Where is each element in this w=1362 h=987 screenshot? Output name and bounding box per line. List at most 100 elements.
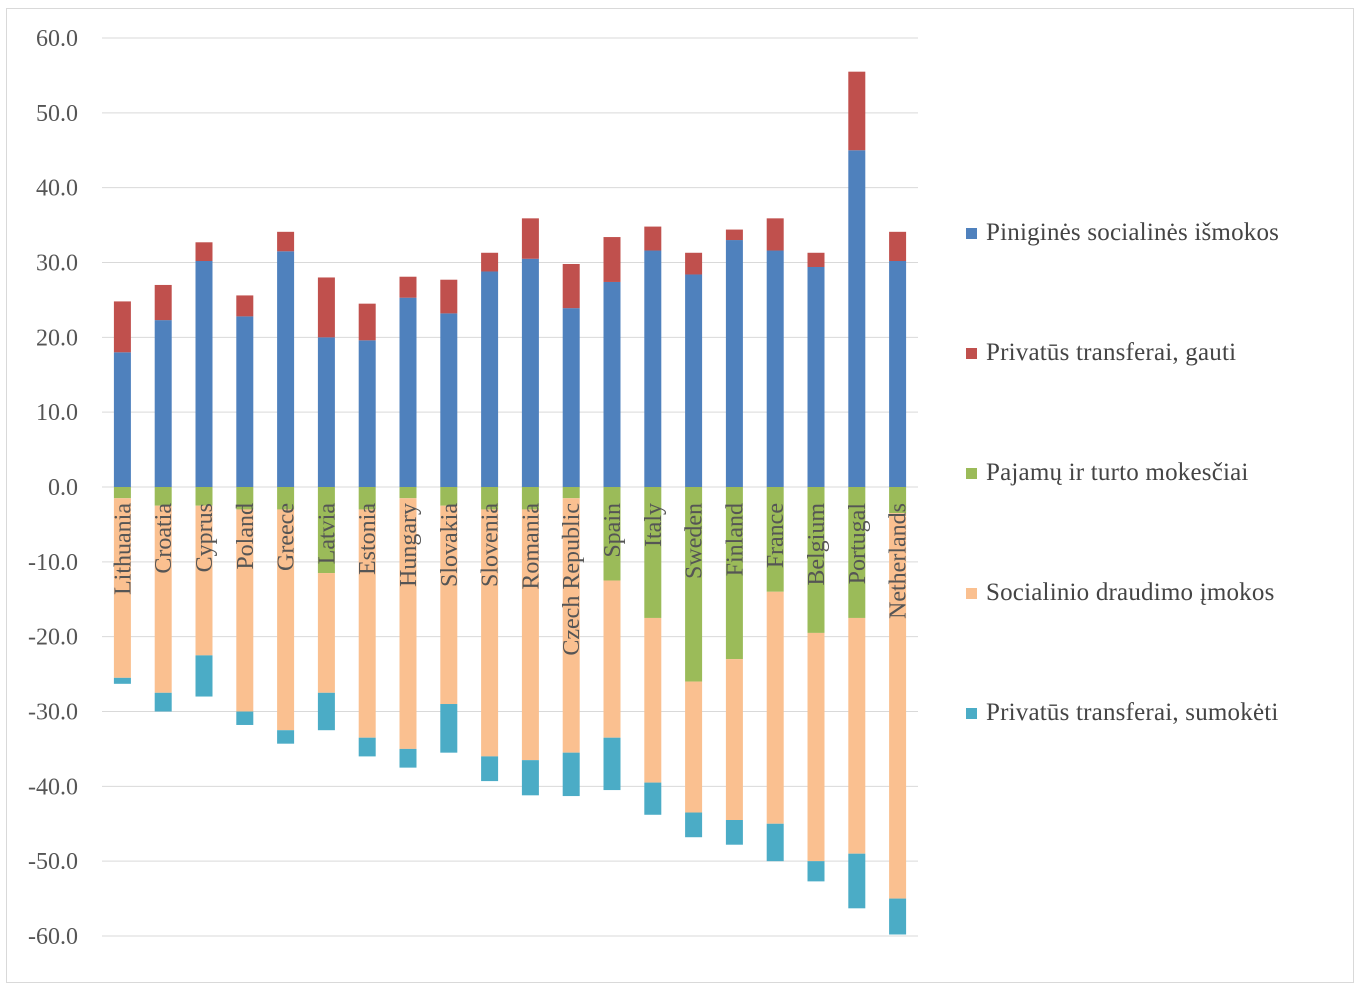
bar-segment xyxy=(685,812,703,838)
y-tick-label: -20.0 xyxy=(28,625,78,651)
bar-segment xyxy=(603,281,621,487)
legend-label: Socialinio draudimo įmokos xyxy=(986,579,1275,606)
bar-segment xyxy=(154,692,172,712)
bar-segment xyxy=(195,505,213,656)
y-tick-label: 50.0 xyxy=(36,101,78,127)
bar-segment xyxy=(562,487,580,499)
x-category-label: Sweden xyxy=(682,503,708,579)
x-category-label: Romania xyxy=(518,503,544,590)
bar-segment xyxy=(195,242,213,262)
legend-swatch xyxy=(966,467,977,479)
bar-segment xyxy=(685,487,703,682)
bar-segment xyxy=(440,313,458,487)
bar-segment xyxy=(562,752,580,797)
x-category-label: Lithuania xyxy=(110,503,136,595)
bar-segment xyxy=(440,487,458,506)
x-category-label: Belgium xyxy=(804,503,830,586)
bar-segment xyxy=(277,730,295,744)
bar-segment xyxy=(766,823,784,862)
bar-segment xyxy=(521,487,539,510)
bar-segment xyxy=(277,509,295,731)
bar-segment xyxy=(644,250,662,487)
bar-segment xyxy=(521,760,539,796)
bar-segment xyxy=(807,632,825,862)
bar-segment xyxy=(685,252,703,275)
bar-segment xyxy=(807,487,825,633)
bar-segment xyxy=(154,505,172,693)
legend-swatch xyxy=(966,227,977,239)
bar-segment xyxy=(521,218,539,259)
bar-segment xyxy=(481,252,499,272)
bar-segment xyxy=(603,487,621,581)
bar-segment xyxy=(521,509,539,761)
legend-item: Socialinio draudimo įmokos xyxy=(966,578,1275,608)
bar-segment xyxy=(603,737,621,791)
y-tick-label: 60.0 xyxy=(36,26,78,52)
bar-segment xyxy=(399,276,417,298)
bar-segment xyxy=(440,279,458,314)
legend-item: Piniginės socialinės išmokos xyxy=(966,218,1279,248)
bar-segment xyxy=(358,340,376,487)
x-category-label: Finland xyxy=(722,503,748,576)
bar-segment xyxy=(195,655,213,697)
bar-segment xyxy=(317,487,335,574)
bar-segment xyxy=(644,487,662,618)
bar-segment xyxy=(154,487,172,506)
bar-segment xyxy=(562,498,580,753)
bar-segment xyxy=(685,274,703,487)
bar-segment xyxy=(889,487,907,514)
bar-segment xyxy=(277,487,295,510)
legend-swatch xyxy=(966,707,977,719)
x-category-label: Italy xyxy=(641,503,667,547)
bar-segment xyxy=(236,509,254,712)
x-category-label: Spain xyxy=(600,503,626,558)
y-tick-label: 20.0 xyxy=(36,325,78,351)
y-tick-label: -60.0 xyxy=(28,924,78,950)
bar-segment xyxy=(236,316,254,487)
bar-segment xyxy=(481,509,499,757)
bar-segment xyxy=(644,617,662,783)
chart-frame xyxy=(6,8,1354,983)
bar-segment xyxy=(358,509,376,738)
bar-segment xyxy=(889,898,907,935)
bar-segment xyxy=(154,284,172,321)
legend-swatch xyxy=(966,587,977,599)
bar-segment xyxy=(399,748,417,768)
bar-segment xyxy=(889,261,907,487)
y-tick-label: 40.0 xyxy=(36,176,78,202)
y-tick-label: -30.0 xyxy=(28,700,78,726)
bar-segment xyxy=(848,487,866,618)
bar-segment xyxy=(195,487,213,506)
bar-segment xyxy=(154,320,172,487)
bar-segment xyxy=(358,303,376,341)
x-category-label: Czech Republic xyxy=(559,503,585,656)
bar-segment xyxy=(603,580,621,738)
y-axis-tick-labels: 60.0 50.0 40.0 30.0 20.0 10.0 0.0 -10.0 -20.0 -30… xyxy=(28,26,78,950)
bar-segment xyxy=(481,487,499,510)
x-category-label: France xyxy=(763,503,789,568)
bar-segment xyxy=(481,756,499,782)
legend-item: Privatūs transferai, gauti xyxy=(966,338,1236,368)
bar-segment xyxy=(562,263,580,309)
bar-segment xyxy=(236,295,254,317)
bar-segment xyxy=(725,820,743,845)
bar-segment xyxy=(807,252,825,267)
bar-segment xyxy=(195,261,213,487)
bar-segment xyxy=(766,218,784,251)
bar-segment xyxy=(399,487,417,499)
bar-segment xyxy=(358,737,376,757)
legend-item: Privatūs transferai, sumokėti xyxy=(966,698,1279,728)
bar-segment xyxy=(440,704,458,753)
legend-label: Privatūs transferai, gauti xyxy=(986,339,1237,366)
x-category-label: Greece xyxy=(274,503,300,571)
x-category-label: Cyprus xyxy=(192,503,218,572)
bar-segment xyxy=(277,231,295,252)
bar-segment xyxy=(236,711,254,725)
bar-segment xyxy=(481,271,499,487)
x-category-label: Slovakia xyxy=(437,503,463,587)
bar-segment xyxy=(317,573,335,693)
y-tick-label: 30.0 xyxy=(36,251,78,277)
bar-segment xyxy=(725,240,743,487)
legend-label: Privatūs transferai, sumokėti xyxy=(986,699,1279,726)
